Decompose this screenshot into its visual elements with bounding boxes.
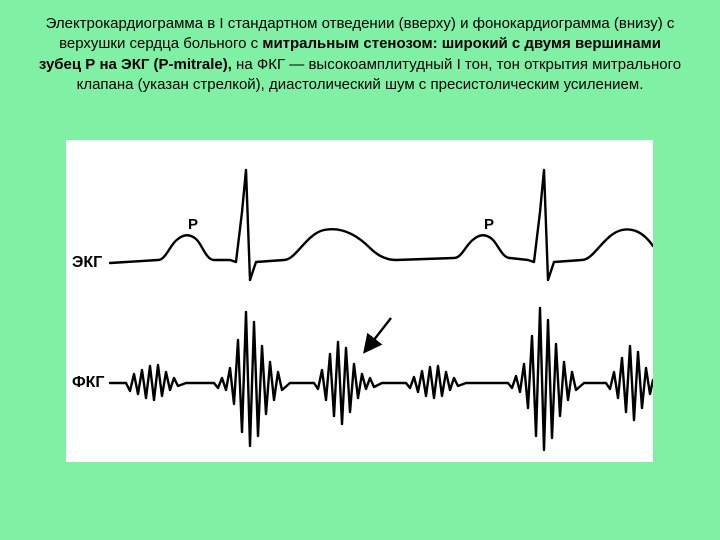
figure-caption: Электрокардиограмма в I стандартном отве…	[0, 0, 720, 95]
waveform-svg	[66, 140, 653, 462]
ecg-trace	[110, 170, 653, 280]
opening-snap-arrow	[366, 318, 391, 350]
waveform-figure: ЭКГ ФКГ P P	[66, 140, 653, 462]
